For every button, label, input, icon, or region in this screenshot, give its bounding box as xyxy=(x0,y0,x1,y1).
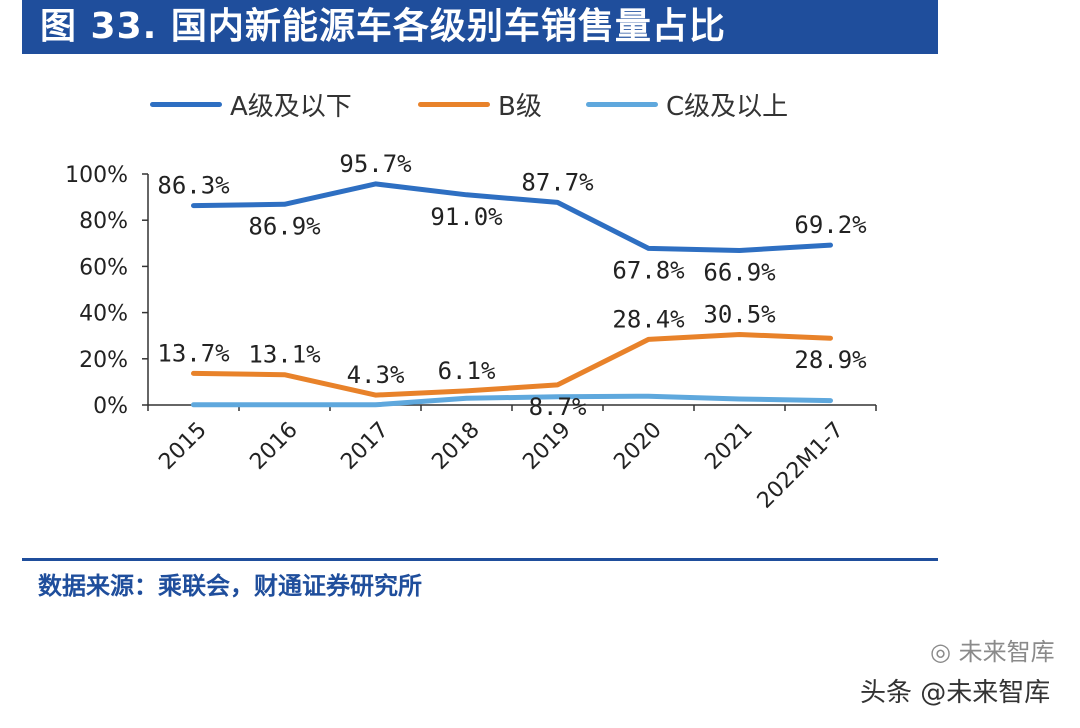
legend-swatch-c xyxy=(586,101,658,107)
data-label-a: 66.9% xyxy=(703,258,776,286)
data-label-a: 87.7% xyxy=(521,168,594,196)
data-label-b: 13.1% xyxy=(248,341,321,369)
x-tick-label: 2021 xyxy=(700,418,757,475)
series-line-c xyxy=(191,393,833,408)
x-tick-label: 2020 xyxy=(609,418,666,475)
legend-item-a: A级及以下 xyxy=(150,84,352,124)
data-label-b: 4.3% xyxy=(347,361,405,389)
legend-item-c: C级及以上 xyxy=(586,84,788,124)
y-tick-label: 80% xyxy=(79,209,128,234)
legend-item-b: B级 xyxy=(418,84,542,124)
wechat-icon: ◎ xyxy=(930,638,951,666)
watermark-account-name: 未来智库 xyxy=(958,638,1055,666)
x-tick-label: 2018 xyxy=(427,418,484,475)
x-tick-label: 2019 xyxy=(518,418,575,475)
y-tick-label: 100% xyxy=(65,163,128,188)
x-tick-label: 2016 xyxy=(245,418,302,475)
data-label-b: 8.7% xyxy=(529,393,587,421)
series-line-a xyxy=(191,181,833,253)
data-label-a: 86.3% xyxy=(157,172,230,200)
legend-label-b: B级 xyxy=(498,91,542,122)
data-label-b: 6.1% xyxy=(438,357,496,385)
y-tick-label: 60% xyxy=(79,255,128,280)
data-label-a: 69.2% xyxy=(794,211,867,239)
source-divider xyxy=(22,558,938,561)
legend-swatch-b xyxy=(418,101,490,107)
x-tick-label: 2015 xyxy=(154,418,211,475)
legend-label-a: A级及以下 xyxy=(230,91,352,122)
legend-label-c: C级及以上 xyxy=(666,91,789,122)
chart-title: 图 33. 国内新能源车各级别车销售量占比 xyxy=(40,6,726,47)
y-tick-label: 40% xyxy=(79,302,128,327)
data-label-b: 28.9% xyxy=(794,346,867,374)
watermark: 头条 @未来智库 xyxy=(860,678,1051,708)
x-tick-label: 2017 xyxy=(336,418,393,475)
legend-swatch-a xyxy=(150,101,222,107)
data-label-b: 13.7% xyxy=(157,339,230,367)
line-chart: 0% 20% 40% 60% 80% 100% 2015 2016 2017 2018 2019 20… xyxy=(65,150,877,514)
chart-legend: A级及以下 B级 C级及以上 xyxy=(150,84,910,124)
watermark-account: ◎ 未来智库 xyxy=(930,632,1055,667)
y-tick-label: 20% xyxy=(79,348,128,373)
x-tick-label: 2022M1-7 xyxy=(753,418,849,514)
y-tick-label: 0% xyxy=(93,394,128,419)
data-source: 数据来源：乘联会，财通证券研究所 xyxy=(38,572,422,600)
series-line-b xyxy=(191,332,833,398)
title-bar: 图 33. 国内新能源车各级别车销售量占比 xyxy=(22,0,938,54)
data-label-a: 95.7% xyxy=(339,150,412,178)
data-label-b: 30.5% xyxy=(703,301,776,329)
data-label-a: 91.0% xyxy=(430,203,503,231)
data-label-b: 28.4% xyxy=(612,305,685,333)
data-label-a: 86.9% xyxy=(248,212,321,240)
data-label-a: 67.8% xyxy=(612,256,685,284)
